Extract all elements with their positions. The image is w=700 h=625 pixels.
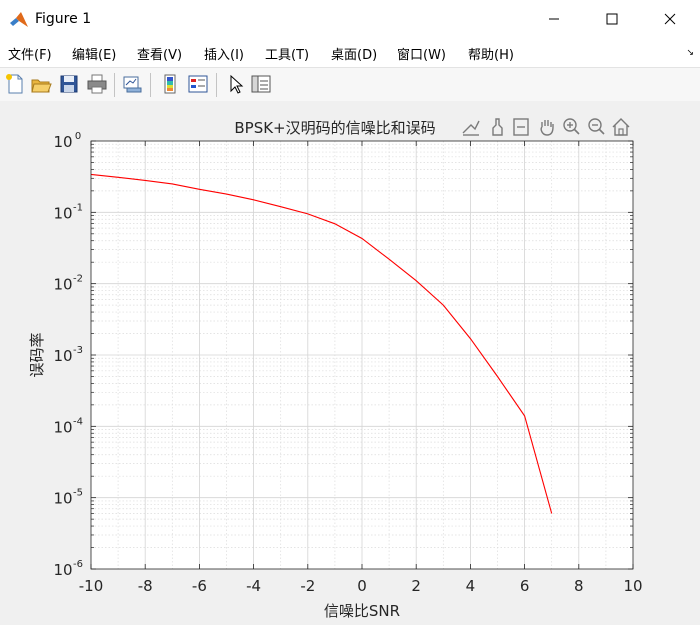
pointer-icon[interactable] — [225, 73, 247, 95]
toolbar-separator — [114, 73, 115, 97]
grid-lines — [91, 141, 633, 569]
menu-view[interactable]: 查看(V) — [137, 48, 183, 63]
x-tick-label: -8 — [138, 577, 153, 595]
menu-help[interactable]: 帮助(H) — [468, 48, 514, 63]
menu-overflow-icon[interactable]: ↘ — [686, 48, 694, 58]
export-icon[interactable] — [460, 116, 482, 138]
y-tick-exponent: -3 — [73, 345, 83, 356]
y-tick-label: 10 — [53, 133, 72, 151]
x-axis-label: 信噪比SNR — [324, 602, 400, 620]
y-axis-label: 误码率 — [28, 332, 46, 377]
x-tick-labels: -10 -8 -6 -4 -2 0 2 4 6 8 10 — [79, 577, 643, 595]
minimize-button[interactable] — [526, 0, 582, 38]
menu-bar: 文件(F) 编辑(E) 查看(V) 插入(I) 工具(T) 桌面(D) 窗口(W… — [0, 40, 700, 67]
legend-icon[interactable] — [187, 73, 209, 95]
menu-file[interactable]: 文件(F) — [8, 48, 52, 63]
figure-toolbar — [0, 67, 700, 102]
window-title: Figure 1 — [35, 11, 92, 27]
y-tick-exponent: -2 — [73, 274, 83, 285]
colorbar-icon[interactable] — [159, 73, 181, 95]
zoom-in-icon[interactable] — [560, 116, 582, 138]
window-titlebar: Figure 1 — [0, 0, 700, 40]
maximize-icon — [606, 13, 618, 25]
x-tick-label: 6 — [520, 577, 530, 595]
y-tick-label: 10 — [53, 490, 72, 508]
pan-icon[interactable] — [536, 116, 558, 138]
axis-ticks — [90, 140, 634, 570]
maximize-button[interactable] — [584, 0, 640, 38]
x-tick-label: -6 — [192, 577, 207, 595]
x-tick-label: -10 — [79, 577, 104, 595]
menu-edit[interactable]: 编辑(E) — [72, 48, 117, 63]
minimize-icon — [549, 18, 559, 20]
menu-insert[interactable]: 插入(I) — [204, 48, 244, 63]
y-tick-label: 10 — [53, 418, 72, 436]
x-tick-label: 4 — [466, 577, 476, 595]
series-lines — [90, 173, 553, 514]
menu-desktop[interactable]: 桌面(D) — [331, 48, 378, 63]
chart-title: BPSK+汉明码的信噪比和误码 — [234, 119, 435, 137]
matlab-logo-icon — [10, 12, 28, 27]
link-plot-icon[interactable] — [121, 73, 143, 95]
y-tick-label: 10 — [53, 204, 72, 222]
print-icon[interactable] — [86, 73, 108, 95]
y-tick-exponent: -1 — [73, 202, 83, 213]
close-button[interactable] — [642, 0, 698, 38]
open-file-icon[interactable] — [30, 73, 52, 95]
menu-tools[interactable]: 工具(T) — [265, 48, 310, 63]
x-tick-label: 2 — [411, 577, 421, 595]
close-icon — [664, 13, 676, 25]
save-icon[interactable] — [58, 73, 80, 95]
home-icon[interactable] — [610, 116, 632, 138]
y-tick-exponent: 0 — [75, 131, 81, 142]
zoom-out-icon[interactable] — [585, 116, 607, 138]
x-tick-label: 10 — [623, 577, 642, 595]
x-tick-label: -4 — [246, 577, 261, 595]
property-inspector-icon[interactable] — [250, 73, 272, 95]
y-tick-label: 10 — [53, 276, 72, 294]
y-tick-exponent: -5 — [73, 488, 83, 499]
ber-curve-line — [90, 173, 553, 514]
y-tick-label: 10 — [53, 347, 72, 365]
toolbar-separator — [216, 73, 217, 97]
toolbar-separator — [150, 73, 151, 97]
new-figure-icon[interactable] — [4, 73, 26, 95]
x-tick-label: 0 — [357, 577, 367, 595]
menu-window[interactable]: 窗口(W) — [397, 48, 446, 63]
y-tick-label: 10 — [53, 561, 72, 579]
y-tick-exponent: -4 — [73, 416, 83, 427]
y-tick-exponent: -6 — [73, 559, 83, 570]
data-tips-icon[interactable] — [510, 116, 532, 138]
x-tick-label: -2 — [300, 577, 315, 595]
x-tick-label: 8 — [574, 577, 584, 595]
brush-icon[interactable] — [486, 116, 508, 138]
